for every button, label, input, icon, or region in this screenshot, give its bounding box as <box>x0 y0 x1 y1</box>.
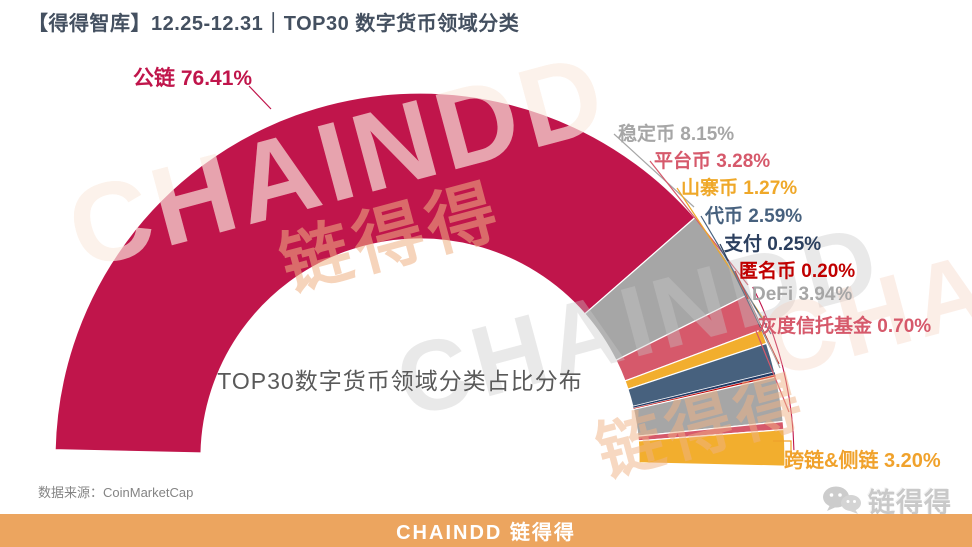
data-source-note: 数据来源：CoinMarketCap <box>38 485 194 500</box>
chart-center-title: TOP30数字货币领域分类占比分布 <box>217 368 583 394</box>
brand-logo-text: 链得得 <box>868 488 952 518</box>
segment-arc-公链 <box>54 92 696 454</box>
leader-line-DeFi <box>747 298 781 369</box>
page-title: 【得得智库】12.25-12.31｜TOP30 数字货币领域分类 <box>28 13 520 35</box>
leader-line-代币 <box>700 215 772 335</box>
leader-line-稳定币 <box>613 133 695 208</box>
footer-bar-text: CHAINDD 链得得 <box>396 522 576 544</box>
segment-arc-跨链&侧链 <box>637 428 786 467</box>
leader-line-平台币 <box>649 160 749 286</box>
leader-line-灰度信托基金 <box>753 325 790 413</box>
leader-line-公链 <box>248 85 272 110</box>
leader-line-跨链&侧链 <box>773 440 792 456</box>
footer-bar: CHAINDD 链得得 <box>0 514 972 547</box>
wechat-bubbles-icon <box>823 486 861 514</box>
brand-logo: 链得得 <box>822 481 952 520</box>
callout-outline-arc <box>752 286 795 451</box>
